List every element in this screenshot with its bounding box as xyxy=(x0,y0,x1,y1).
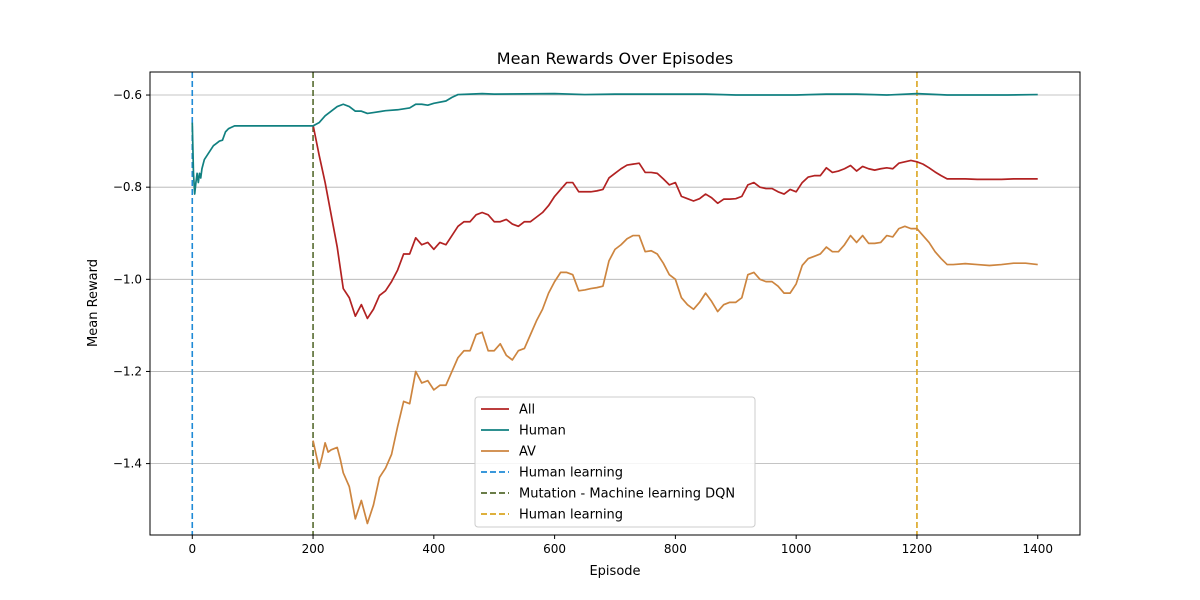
x-tick-label: 1000 xyxy=(781,542,812,556)
chart-title: Mean Rewards Over Episodes xyxy=(497,49,733,68)
legend-label: Human learning xyxy=(519,466,623,481)
y-axis-label: Mean Reward xyxy=(86,259,101,347)
y-tick-label: −1.4 xyxy=(113,457,142,471)
x-tick-label: 200 xyxy=(302,542,325,556)
legend-label: All xyxy=(519,403,535,418)
y-tick-label: −1.2 xyxy=(113,364,142,378)
legend-label: Mutation - Machine learning DQN xyxy=(519,487,735,502)
y-tick-label: −0.8 xyxy=(113,180,142,194)
series-line-human xyxy=(191,92,1038,195)
legend: All Human AV Human learning Mutation - Machi… xyxy=(474,396,756,528)
x-axis-label: Episode xyxy=(589,564,640,579)
x-tick-label: 800 xyxy=(664,542,687,556)
x-tick-label: 0 xyxy=(188,542,196,556)
x-tick-label: 1400 xyxy=(1022,542,1053,556)
data-series xyxy=(191,92,1038,525)
gridlines xyxy=(150,94,1080,464)
legend-box xyxy=(474,396,756,528)
x-tick-label: 1200 xyxy=(902,542,933,556)
x-tick-label: 400 xyxy=(422,542,445,556)
series-line-all xyxy=(312,124,1038,320)
y-tick-label: −1.0 xyxy=(113,272,142,286)
series-line-av xyxy=(312,225,1038,525)
x-tick-label: 600 xyxy=(543,542,566,556)
y-axis-ticks: −1.4 −1.2 −1.0 −0.8 −0.6 xyxy=(113,88,150,471)
legend-label: AV xyxy=(519,445,536,460)
legend-label: Human xyxy=(519,424,566,439)
x-axis-ticks: 0 200 400 600 800 1000 1200 1400 xyxy=(188,535,1053,556)
y-tick-label: −0.6 xyxy=(113,88,142,102)
legend-label: Human learning xyxy=(519,508,623,523)
plot-area-frame xyxy=(149,71,1081,536)
